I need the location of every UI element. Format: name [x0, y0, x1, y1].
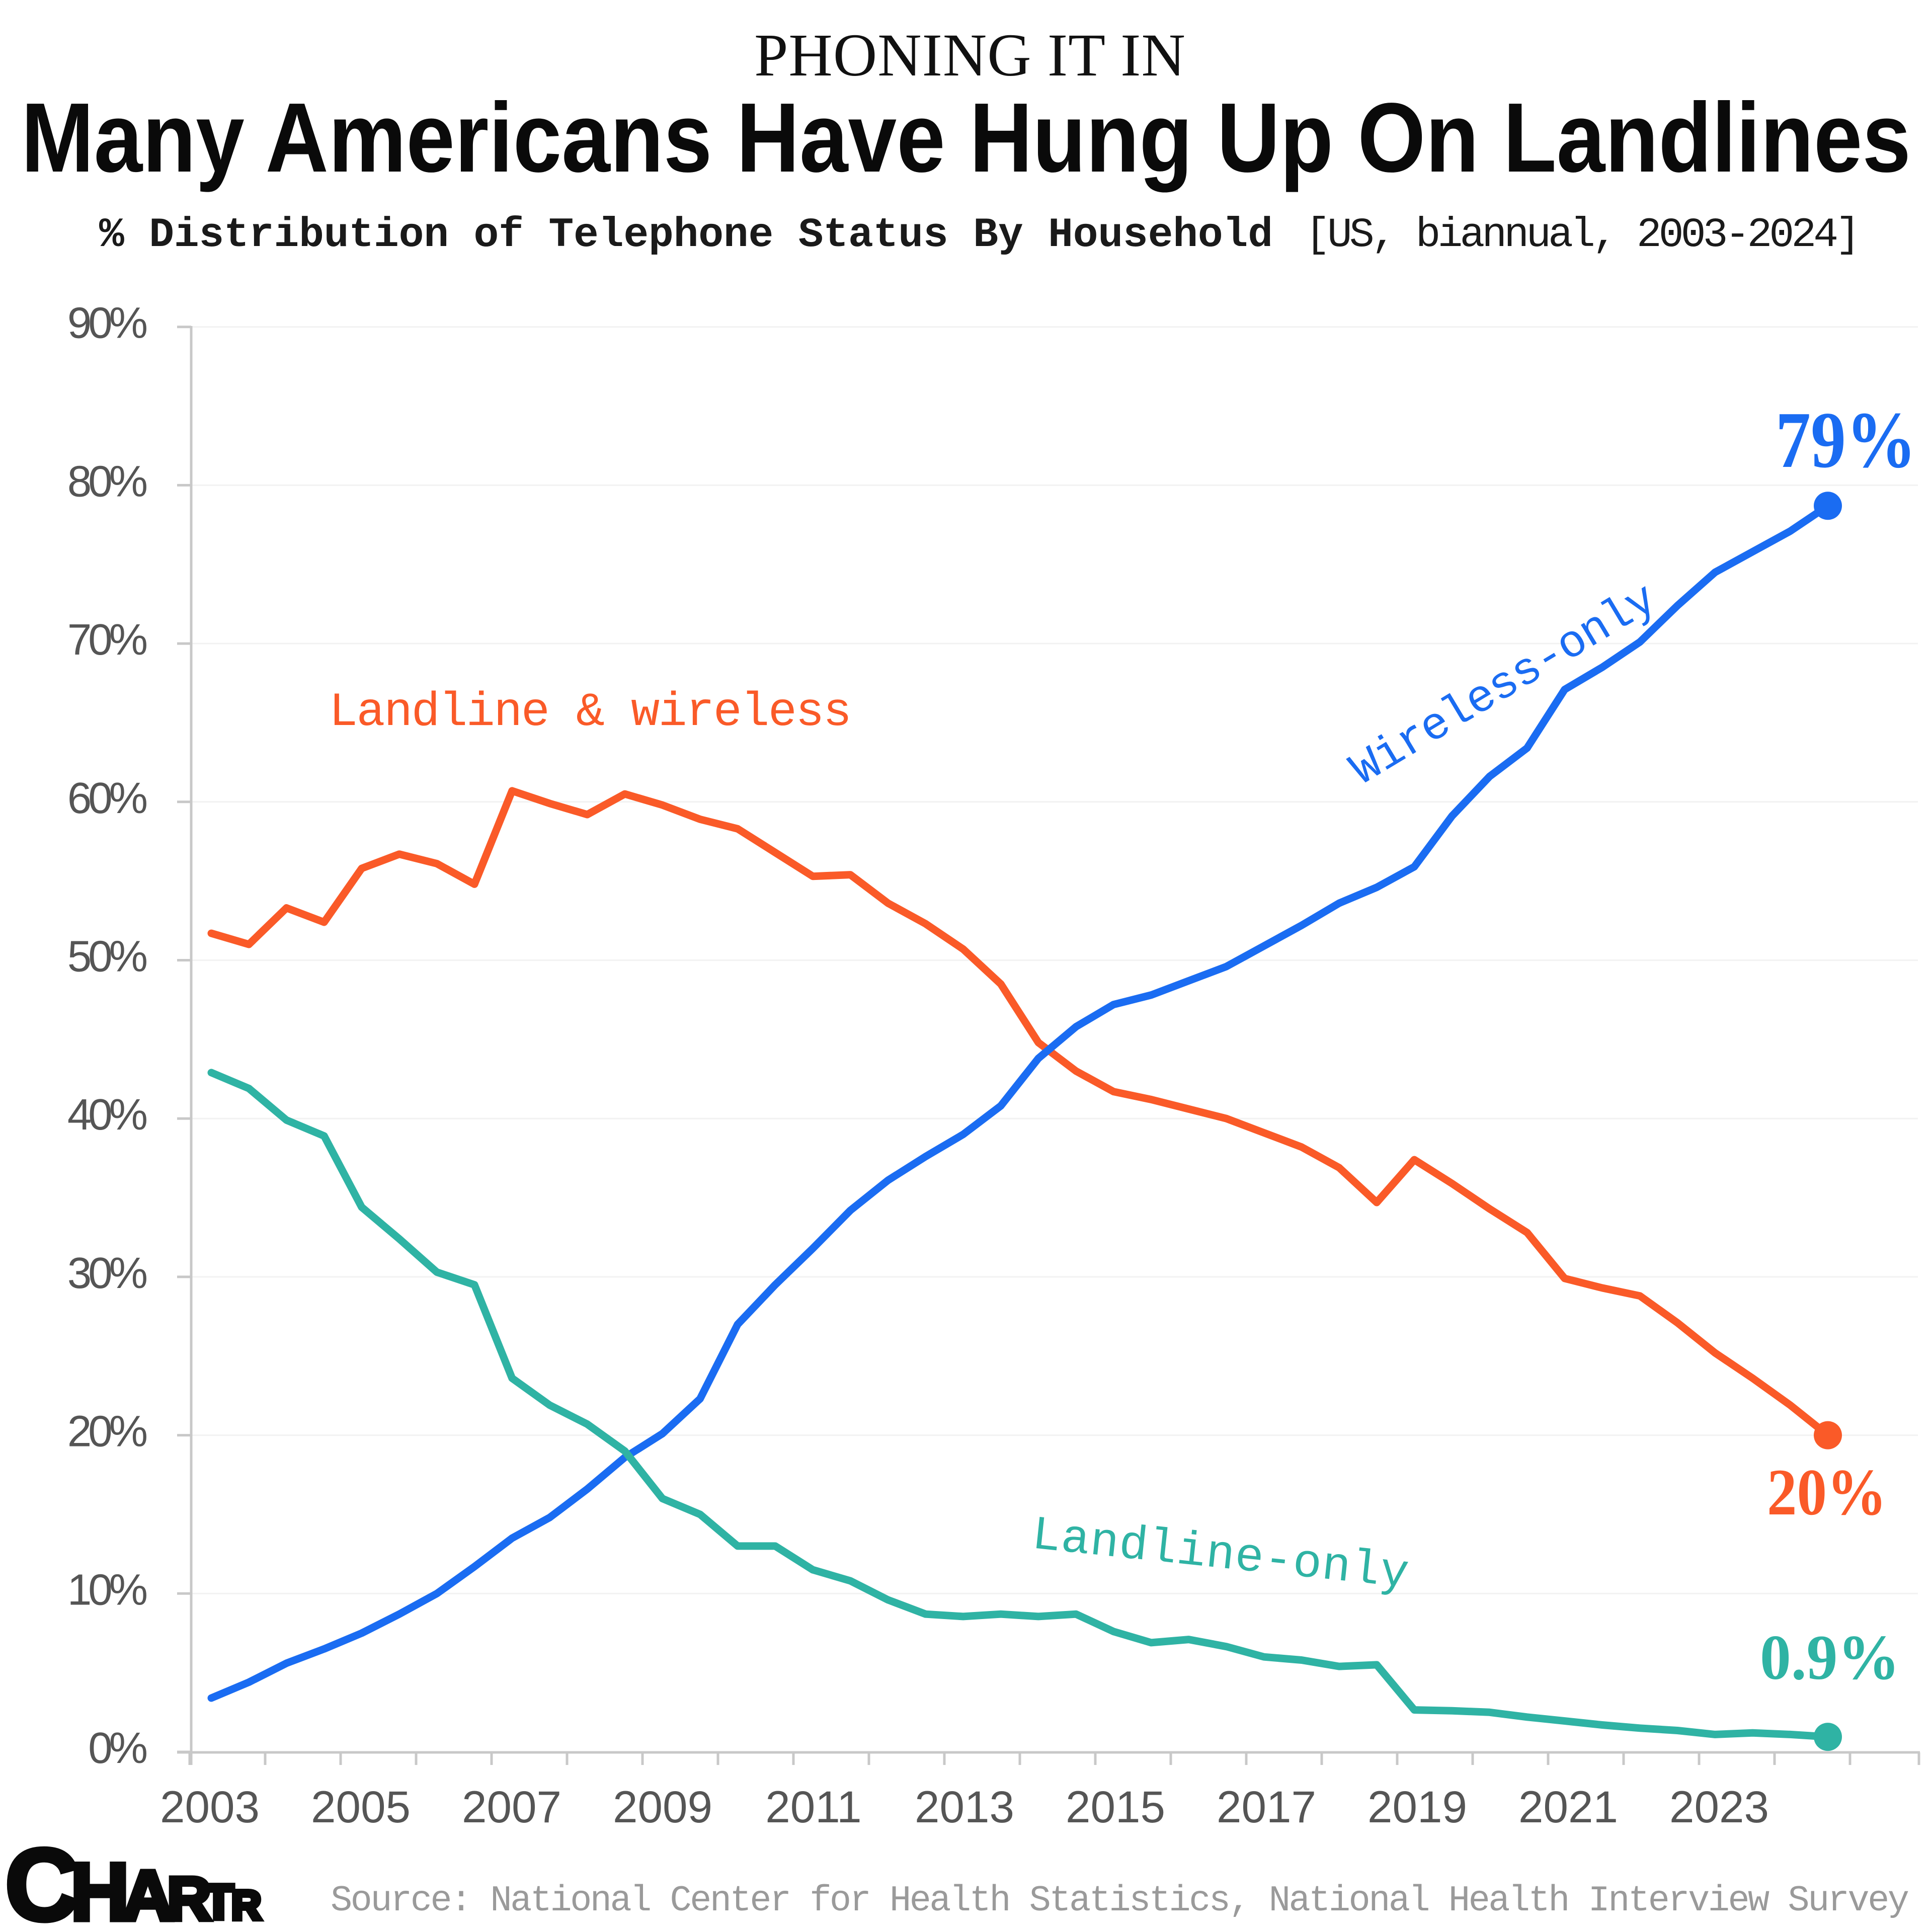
svg-text:R: R — [231, 1883, 261, 1928]
svg-text:70%: 70% — [67, 615, 147, 664]
svg-text:60%: 60% — [67, 774, 147, 823]
svg-text:2003: 2003 — [160, 1782, 260, 1832]
svg-text:2021: 2021 — [1518, 1782, 1618, 1832]
svg-text:90%: 90% — [67, 299, 147, 348]
svg-text:50%: 50% — [67, 932, 147, 981]
svg-text:20%: 20% — [67, 1407, 147, 1456]
svg-text:79%: 79% — [1776, 395, 1916, 485]
svg-text:2015: 2015 — [1066, 1782, 1165, 1832]
svg-text:80%: 80% — [67, 457, 147, 506]
svg-text:20%: 20% — [1767, 1455, 1887, 1529]
svg-text:H: H — [70, 1846, 129, 1932]
svg-text:% Distribution of Telephone St: % Distribution of Telephone Status By Ho… — [99, 211, 1273, 259]
svg-text:10%: 10% — [67, 1565, 147, 1614]
svg-text:2011: 2011 — [765, 1782, 861, 1832]
svg-text:Many Americans Have Hung Up On: Many Americans Have Hung Up On Landlines — [21, 83, 1911, 193]
svg-text:0%: 0% — [88, 1724, 146, 1773]
svg-text:Landline & wireless: Landline & wireless — [329, 685, 852, 740]
svg-text:2017: 2017 — [1217, 1782, 1316, 1832]
svg-text:30%: 30% — [67, 1249, 147, 1298]
svg-text:2005: 2005 — [311, 1782, 411, 1832]
svg-text:2013: 2013 — [915, 1782, 1014, 1832]
svg-text:T: T — [204, 1875, 233, 1929]
svg-text:Source: National Center for He: Source: National Center for Health Stati… — [331, 1880, 1909, 1921]
svg-text:40%: 40% — [67, 1090, 147, 1139]
svg-text:2009: 2009 — [613, 1782, 712, 1832]
svg-text:2007: 2007 — [462, 1782, 561, 1832]
svg-text:0.9%: 0.9% — [1760, 1623, 1900, 1693]
svg-text:2023: 2023 — [1669, 1782, 1769, 1832]
svg-text:R: R — [167, 1865, 211, 1932]
svg-text:PHONING IT IN: PHONING IT IN — [754, 22, 1186, 89]
svg-text:A: A — [122, 1856, 174, 1932]
svg-text:[US, biannual, 2003-2024]: [US, biannual, 2003-2024] — [1305, 211, 1861, 259]
svg-text:2019: 2019 — [1367, 1782, 1467, 1832]
svg-text:C: C — [5, 1828, 79, 1932]
